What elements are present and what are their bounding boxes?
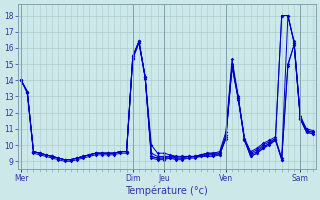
X-axis label: Température (°c): Température (°c) bbox=[125, 185, 208, 196]
